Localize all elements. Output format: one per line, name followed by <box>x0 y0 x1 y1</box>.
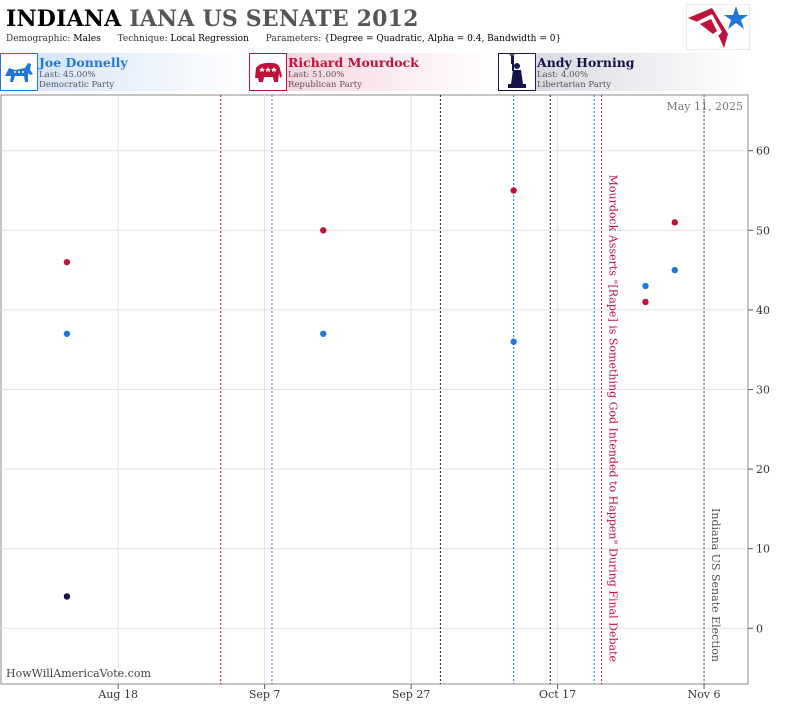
data-point <box>320 330 327 337</box>
candidate-party: Republican Party <box>288 80 362 90</box>
donkey-icon <box>0 53 38 91</box>
candidate-name: Richard Mourdock <box>288 55 419 70</box>
footer-site: HowWillAmericaVote.com <box>6 667 151 680</box>
candidate-card-donnelly: Joe Donnelly Last: 45.00% Democratic Par… <box>0 53 246 91</box>
parameters-label: Parameters: <box>265 34 322 44</box>
candidate-party: Libertarian Party <box>537 80 612 90</box>
chart-date-label: May 11, 2025 <box>666 100 743 113</box>
x-tick-label: Sep 27 <box>392 688 431 701</box>
title-state: INDIANA <box>6 6 122 32</box>
y-tick-label: 50 <box>756 224 770 237</box>
title-race: IANA US SENATE 2012 <box>129 6 419 32</box>
technique-value: Local Regression <box>170 34 249 44</box>
statue-of-liberty-icon <box>498 53 536 91</box>
subtitle: Demographic: Males Technique: Local Regr… <box>6 34 575 44</box>
candidate-last: Last: 4.00% <box>537 70 589 80</box>
data-point <box>63 330 71 337</box>
candidate-card-mourdock: Richard Mourdock Last: 51.00% Republican… <box>249 53 495 91</box>
technique-label: Technique: <box>117 34 168 44</box>
demographic-value: Males <box>73 34 101 44</box>
data-point <box>671 219 678 226</box>
data-point <box>642 282 649 290</box>
x-tick-label: Oct 17 <box>539 688 576 701</box>
y-tick-label: 20 <box>756 463 770 476</box>
x-tick-label: Nov 6 <box>688 688 721 701</box>
y-tick-label: 60 <box>756 145 770 158</box>
y-tick-label: 0 <box>756 622 763 635</box>
candidate-last: Last: 51.00% <box>288 70 345 80</box>
event-annotation: Indiana US Senate Election <box>709 508 722 662</box>
data-point <box>510 187 517 194</box>
y-tick-label: 10 <box>756 543 770 556</box>
data-point <box>510 338 517 345</box>
y-tick-label: 30 <box>756 384 770 397</box>
title: INDIANA IANA US SENATE 2012 <box>6 6 419 32</box>
candidate-card-horning: Andy Horning Last: 4.00% Libertarian Par… <box>498 53 746 91</box>
data-point <box>671 266 678 274</box>
candidate-name: Andy Horning <box>537 55 635 70</box>
y-tick-label: 40 <box>756 304 770 317</box>
candidate-party: Democratic Party <box>39 80 115 90</box>
demographic-label: Demographic: <box>6 34 71 44</box>
data-point <box>63 258 71 266</box>
parameters-value: {Degree = Quadratic, Alpha = 0.4, Bandwi… <box>324 34 562 44</box>
event-annotation: Mourdock Asserts "[Rape] is Something Go… <box>607 175 620 662</box>
candidate-last: Last: 45.00% <box>39 70 96 80</box>
data-point <box>63 593 71 600</box>
star-flag-logo-icon <box>686 4 750 50</box>
candidate-name: Joe Donnelly <box>39 55 128 70</box>
x-tick-label: Sep 7 <box>249 688 281 701</box>
x-tick-label: Aug 18 <box>97 688 138 701</box>
data-point <box>642 298 649 306</box>
data-point <box>320 227 327 234</box>
elephant-icon <box>249 53 287 91</box>
